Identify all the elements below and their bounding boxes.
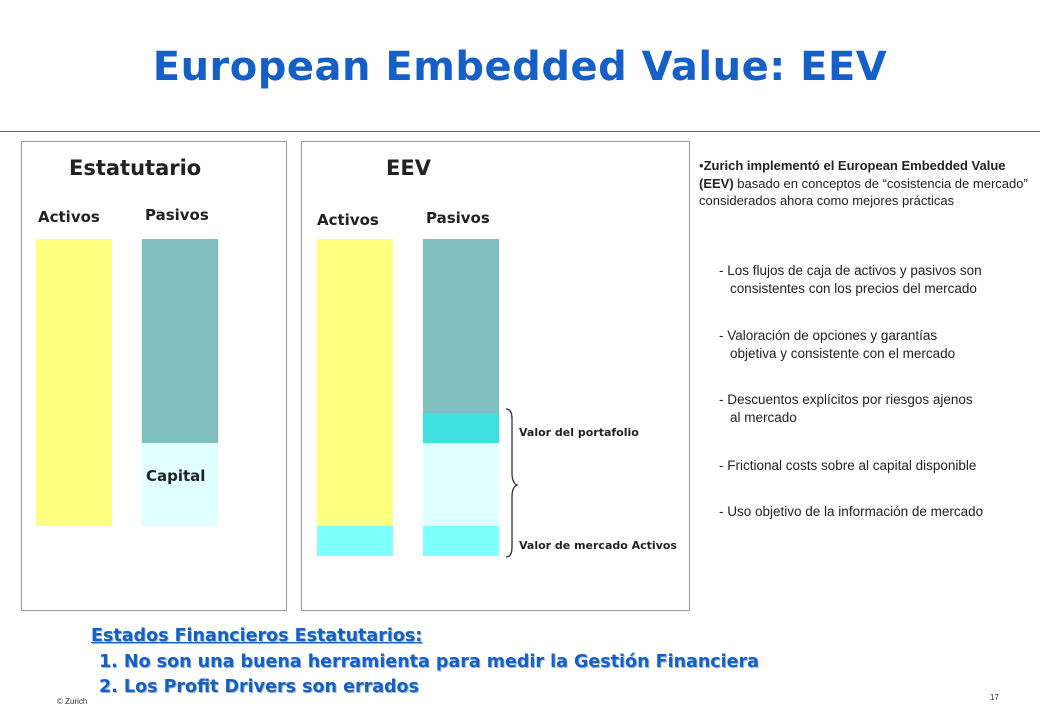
- statutory-liabilities-bar: [142, 239, 218, 443]
- bottom-point-2: 2. Los Profit Drivers son errados: [99, 677, 419, 697]
- bullet-item: - Los flujos de caja de activos y pasivo…: [719, 262, 982, 298]
- eev-market-liabilities-bar: [423, 526, 499, 556]
- eev-capital-bar: [423, 443, 499, 526]
- eev-liabilities-bar: [423, 239, 499, 413]
- bullet-item: - Valoración de opciones y garantías obj…: [719, 327, 955, 363]
- bottom-heading: Estados Financieros Estatutarios:: [91, 626, 423, 646]
- eev-assets-label: Activos: [317, 211, 379, 229]
- portfolio-value-annotation: Valor del portafolio: [519, 426, 639, 439]
- bullet-line: - Los flujos de caja de activos y pasivo…: [719, 263, 982, 278]
- page-title: European Embedded Value: EEV: [152, 44, 888, 90]
- intro-bold-text: Zurich implementó el European Embedded V…: [699, 158, 1006, 191]
- curly-brace: [505, 408, 519, 558]
- bullet-line: - Valoración de opciones y garantías: [719, 328, 938, 343]
- bullet-item: - Uso objetivo de la información de merc…: [719, 503, 983, 521]
- bullet-item: - Frictional costs sobre al capital disp…: [719, 457, 976, 475]
- intro-rest-text: basado en conceptos de “cosistencia de m…: [699, 175, 1028, 209]
- statutory-assets-bar: [36, 239, 112, 526]
- bullet-line: - Descuentos explícitos por riesgos ajen…: [719, 392, 973, 407]
- statutory-capital-bar: [142, 443, 218, 526]
- capital-label: Capital: [146, 467, 206, 485]
- bottom-point-1: 1. No son una buena herramienta para med…: [99, 652, 759, 672]
- title-divider: [0, 131, 1040, 132]
- eev-intro-paragraph: •Zurich implementó el European Embedded …: [699, 158, 1028, 209]
- copyright-footer: © Zurich: [57, 697, 88, 706]
- market-assets-annotation: Valor de mercado Activos: [519, 539, 677, 552]
- statutory-heading: Estatutario: [69, 156, 202, 180]
- bullet-line: al mercado: [730, 410, 797, 425]
- statutory-liabilities-label: Pasivos: [145, 206, 209, 224]
- eev-liabilities-label: Pasivos: [426, 209, 490, 227]
- eev-assets-bar: [317, 239, 393, 526]
- bullet-line: consistentes con los precios del mercado: [730, 281, 977, 296]
- bullet-item: - Descuentos explícitos por riesgos ajen…: [719, 391, 973, 427]
- bullet-line: - Frictional costs sobre al capital disp…: [719, 458, 977, 473]
- eev-market-assets-bar: [317, 526, 393, 556]
- bullet-line: - Uso objetivo de la información de merc…: [719, 504, 984, 519]
- eev-heading: EEV: [386, 156, 431, 180]
- eev-portfolio-value-bar: [423, 413, 499, 443]
- statutory-assets-label: Activos: [38, 208, 100, 226]
- bullet-line: objetiva y consistente con el mercado: [730, 346, 956, 361]
- page-number: 17: [990, 693, 999, 702]
